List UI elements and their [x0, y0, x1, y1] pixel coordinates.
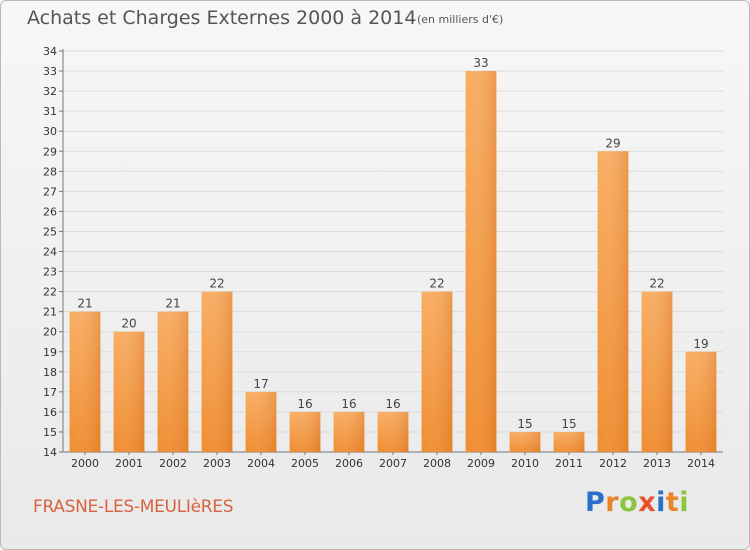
x-tick-labels: 2000 2001 2002 2003 2004 2005 2006 2007 2008 2009…	[71, 452, 715, 470]
bar-value-label: 17	[253, 377, 268, 391]
y-tick-label: 31	[43, 105, 57, 118]
bar-shade	[245, 391, 277, 452]
y-tick-labels: 14 15 16 17 18 19 20 21 22 23 24 25 26 27 28 29 30 31 32 33…	[43, 45, 57, 459]
y-tick-label: 16	[43, 406, 57, 419]
bar-value-label: 22	[209, 277, 224, 291]
logo-letter: P	[585, 487, 606, 518]
y-tick-label: 23	[43, 266, 57, 279]
bar-shade	[69, 311, 101, 452]
bar-value-label: 15	[517, 417, 532, 431]
y-tick-label: 15	[43, 426, 57, 439]
y-tick-label: 29	[43, 145, 57, 158]
bar-value-label: 21	[77, 297, 92, 311]
bar-shade	[157, 311, 189, 452]
y-tick-label: 33	[43, 65, 57, 78]
bar-shade	[641, 291, 673, 452]
proxiti-logo: Proxiti	[585, 487, 689, 518]
bar-shade	[333, 411, 365, 452]
bar-shade	[553, 431, 585, 452]
x-tick-label: 2011	[555, 457, 583, 470]
bar-value-label: 22	[649, 277, 664, 291]
x-tick-label: 2003	[203, 457, 231, 470]
bar-shade	[201, 291, 233, 452]
bar-value-label: 15	[561, 417, 576, 431]
y-tick-label: 28	[43, 165, 57, 178]
x-tick-label: 2014	[687, 457, 715, 470]
logo-letter: o	[619, 487, 639, 518]
x-tick-label: 2004	[247, 457, 275, 470]
bar-shade	[509, 431, 541, 452]
x-tick-label: 2006	[335, 457, 363, 470]
x-tick-label: 2010	[511, 457, 539, 470]
y-tick-label: 19	[43, 346, 57, 359]
logo-letter: t	[665, 487, 680, 518]
y-tick-label: 30	[43, 125, 57, 138]
bar-value-label: 22	[429, 277, 444, 291]
bar-shade	[685, 351, 717, 452]
bar-shade	[421, 291, 453, 452]
bars: 21 20 21 22 17 16 16 16 22 33 15 15 29 22 19	[69, 56, 717, 453]
bar-value-label: 20	[121, 317, 136, 331]
y-tick-label: 27	[43, 185, 57, 198]
x-tick-label: 2009	[467, 457, 495, 470]
bar-value-label: 21	[165, 297, 180, 311]
x-tick-label: 2013	[643, 457, 671, 470]
bar-value-label: 16	[385, 397, 400, 411]
logo-letter: x	[638, 487, 657, 518]
bar-value-label: 29	[605, 136, 620, 150]
logo-letter: i	[679, 487, 690, 518]
y-tick-label: 21	[43, 306, 57, 319]
bar-value-label: 33	[473, 56, 488, 70]
bar-shade	[289, 411, 321, 452]
y-tick-label: 22	[43, 286, 57, 299]
x-tick-label: 2000	[71, 457, 99, 470]
x-tick-label: 2008	[423, 457, 451, 470]
x-tick-label: 2005	[291, 457, 319, 470]
bar-shade	[377, 411, 409, 452]
y-tick-label: 14	[43, 446, 57, 459]
chart-title: Achats et Charges Externes 2000 à 2014	[27, 7, 417, 29]
y-tick-label: 20	[43, 326, 57, 339]
x-tick-label: 2002	[159, 457, 187, 470]
y-tick-label: 24	[43, 246, 57, 259]
bar-value-label: 16	[341, 397, 356, 411]
y-tick-label: 18	[43, 366, 57, 379]
y-tick-label: 17	[43, 386, 57, 399]
commune-name: FRASNE-LES-MEULIèRES	[33, 497, 234, 517]
y-tick-label: 25	[43, 225, 57, 238]
y-tick-label: 32	[43, 85, 57, 98]
y-tick-label: 34	[43, 45, 57, 58]
x-tick-label: 2001	[115, 457, 143, 470]
x-tick-label: 2007	[379, 457, 407, 470]
logo-letter: i	[656, 487, 666, 518]
chart-subtitle: (en milliers d'€)	[417, 13, 504, 26]
bar-shade	[113, 331, 145, 452]
bar-shade	[465, 71, 497, 453]
y-tick-label: 26	[43, 205, 57, 218]
bar-shade	[597, 151, 629, 452]
logo-letter: r	[605, 487, 620, 518]
bar-value-label: 16	[297, 397, 312, 411]
bar-value-label: 19	[693, 337, 708, 351]
x-tick-label: 2012	[599, 457, 627, 470]
